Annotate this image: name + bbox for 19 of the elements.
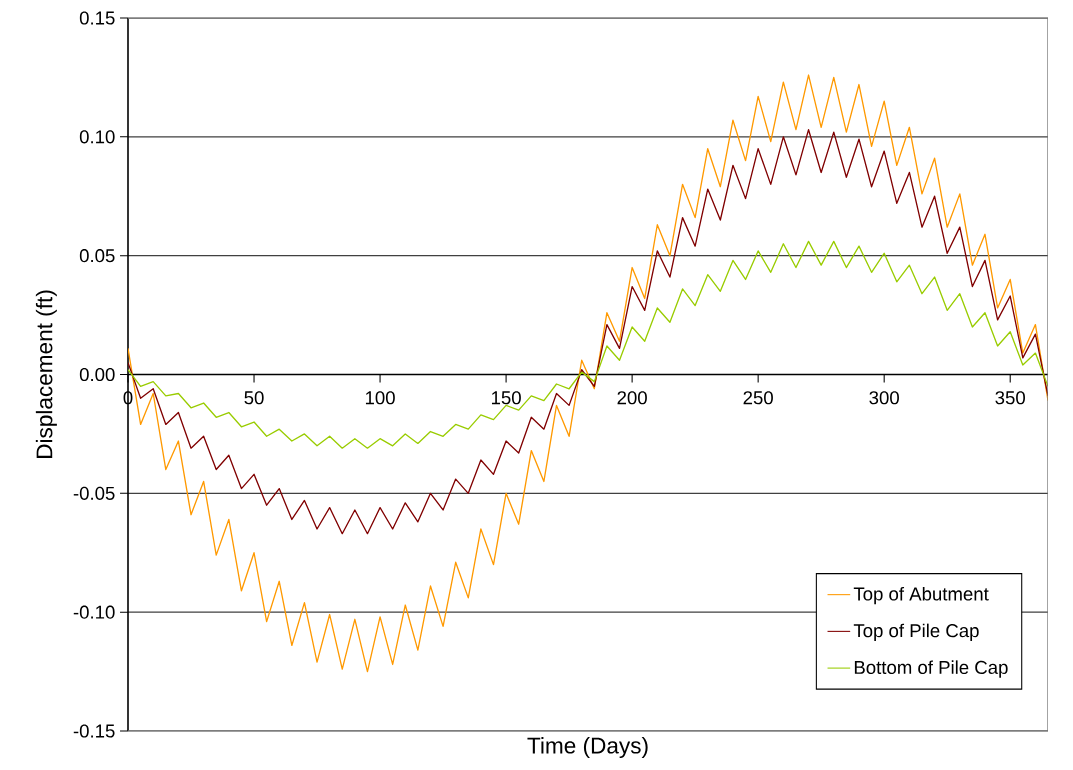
x-tick-label: 50	[244, 391, 264, 405]
legend-label: Bottom of Pile Cap	[854, 660, 1008, 678]
x-tick-label: 300	[869, 391, 899, 405]
y-axis-title: Displacement (ft)	[35, 290, 57, 458]
x-tick-label: 200	[617, 391, 647, 405]
legend-label: Top of Pile Cap	[853, 623, 979, 641]
y-tick-label: -0.15	[73, 724, 115, 738]
x-axis-title: Time (Days)	[527, 737, 648, 759]
x-tick-label: 150	[491, 391, 521, 405]
y-tick-label: 0.05	[79, 249, 115, 263]
legend-label: Top of Abutment	[853, 586, 989, 605]
y-tick-label: -0.10	[73, 605, 115, 619]
y-tick-label: -0.05	[73, 486, 115, 500]
y-tick-label: 0.15	[79, 11, 115, 25]
x-tick-label: 350	[995, 391, 1025, 405]
y-tick-label: 0.00	[79, 367, 115, 382]
x-tick-label: 100	[365, 391, 395, 405]
x-tick-label: 250	[743, 391, 773, 405]
y-tick-label: 0.10	[79, 130, 115, 144]
